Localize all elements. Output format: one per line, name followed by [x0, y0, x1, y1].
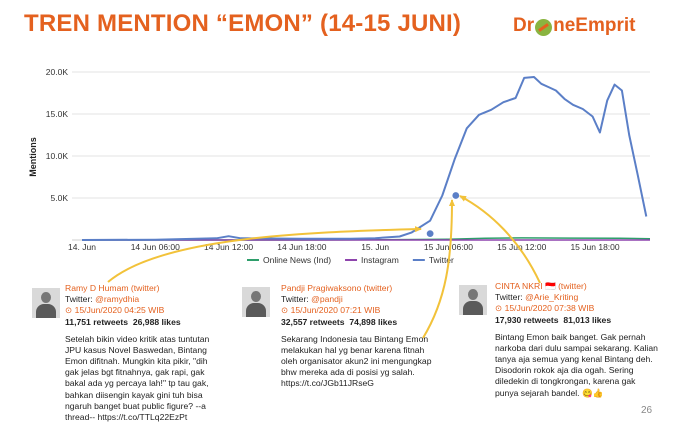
- tweet-handle-prefix: Twitter:: [495, 292, 526, 303]
- tweet-card-pandji: Pandji Pragiwaksono (twitter) Twitter: @…: [281, 283, 451, 390]
- series-lines: [81, 76, 651, 241]
- tweet-retweets: 11,751 retweets: [65, 316, 129, 327]
- tweet-text: Bintang Emon baik banget. Gak pernah nar…: [495, 331, 658, 398]
- clock-icon: ⊙: [65, 305, 75, 316]
- legend-label[interactable]: Online News (Ind): [263, 255, 331, 265]
- avatar-pandji: [242, 287, 270, 317]
- tweet-retweets: 32,557 retweets: [281, 316, 345, 327]
- tweet-handle[interactable]: @Arie_Kriting: [525, 292, 579, 303]
- tweet-likes: 81,013 likes: [563, 314, 612, 325]
- y-tick-label: 15.0K: [46, 109, 69, 119]
- tweet-text: Sekarang Indonesia tau Bintang Emon mela…: [281, 333, 432, 389]
- x-tick-label: 15. Jun: [361, 242, 389, 252]
- clock-icon: ⊙: [495, 303, 505, 314]
- y-axis: 5.0K 10.0K 15.0K 20.0K: [46, 67, 69, 203]
- legend: Online News (Ind) Instagram Twitter: [247, 255, 454, 265]
- clock-icon: ⊙: [281, 305, 291, 316]
- x-tick-label: 14. Jun: [68, 242, 96, 252]
- logo-text-right: neEmprit: [553, 15, 636, 36]
- series-line-twitter: [81, 76, 648, 241]
- tweet-time-line: ⊙ 15/Jun/2020 04:25 WIB: [65, 305, 215, 316]
- mention-trend-chart: 5.0K 10.0K 15.0K 20.0K Mentions 14. Jun 14 J…: [28, 67, 651, 265]
- legend-label[interactable]: Twitter: [429, 255, 454, 265]
- x-tick-label: 15 Jun 12:00: [497, 242, 546, 252]
- tweet-handle-line: Twitter: @ramydhia: [65, 294, 215, 305]
- tweet-stats: 11,751 retweets 26,988 likes: [65, 317, 215, 328]
- x-tick-label: 14 Jun 18:00: [277, 242, 326, 252]
- y-tick-label: 10.0K: [46, 151, 69, 161]
- logo-text-left: Dr: [513, 15, 535, 36]
- x-axis: 14. Jun 14 Jun 06:00 14 Jun 12:00 14 Jun 18…: [68, 242, 620, 252]
- tweet-time-line: ⊙ 15/Jun/2020 07:38 WIB: [495, 303, 660, 314]
- x-tick-label: 15 Jun 18:00: [570, 242, 619, 252]
- tweet-handle-prefix: Twitter:: [65, 294, 96, 305]
- x-tick-label: 14 Jun 06:00: [131, 242, 180, 252]
- tweet-stats: 32,557 retweets 74,898 likes: [281, 317, 451, 328]
- drone-icon: [535, 18, 553, 36]
- highlight-point: [451, 190, 461, 201]
- tweet-time: 15/Jun/2020 04:25 WIB: [74, 305, 165, 316]
- tweet-card-cinta-nkri: CINTA NKRI 🇮🇩 (twitter) Twitter: @Arie_K…: [495, 281, 660, 399]
- slide-title: TREN MENTION “EMON” (14-15 JUNI): [24, 10, 462, 37]
- tweet-author: Ramy D Humam (twitter): [65, 283, 160, 293]
- y-tick-label: 5.0K: [51, 193, 69, 203]
- tweet-likes: 74,898 likes: [349, 316, 398, 327]
- page-number: 26: [641, 405, 653, 416]
- y-tick-label: 20.0K: [46, 67, 69, 77]
- highlight-point: [425, 229, 435, 239]
- tweet-retweets: 17,930 retweets: [495, 314, 559, 325]
- tweet-time-line: ⊙ 15/Jun/2020 07:21 WIB: [281, 305, 451, 316]
- tweet-handle-prefix: Twitter:: [281, 294, 312, 305]
- x-tick-label: 15 Jun 06:00: [424, 242, 473, 252]
- tweet-time: 15/Jun/2020 07:21 WIB: [290, 305, 381, 316]
- y-axis-title: Mentions: [28, 137, 38, 177]
- tweet-handle[interactable]: @pandji: [311, 294, 343, 305]
- tweet-author: CINTA NKRI 🇮🇩 (twitter): [495, 281, 587, 291]
- tweet-handle[interactable]: @ramydhia: [95, 294, 140, 305]
- tweet-card-ramy: Ramy D Humam (twitter) Twitter: @ramydhi…: [65, 283, 215, 423]
- x-tick-label: 14 Jun 12:00: [204, 242, 253, 252]
- tweet-handle-line: Twitter: @Arie_Kriting: [495, 292, 660, 303]
- tweet-handle-line: Twitter: @pandji: [281, 294, 451, 305]
- tweet-likes: 26,988 likes: [132, 316, 181, 327]
- tweet-stats: 17,930 retweets 81,013 likes: [495, 315, 660, 326]
- avatar-ramy: [32, 288, 60, 318]
- avatar-cinta-nkri: [459, 285, 487, 315]
- tweet-time: 15/Jun/2020 07:38 WIB: [504, 303, 595, 314]
- tweet-text: Setelah bikin video kritik atas tuntutan…: [65, 333, 210, 422]
- logo: Dr neEmprit: [513, 15, 635, 37]
- legend-label[interactable]: Instagram: [361, 255, 399, 265]
- tweet-author: Pandji Pragiwaksono (twitter): [281, 283, 393, 293]
